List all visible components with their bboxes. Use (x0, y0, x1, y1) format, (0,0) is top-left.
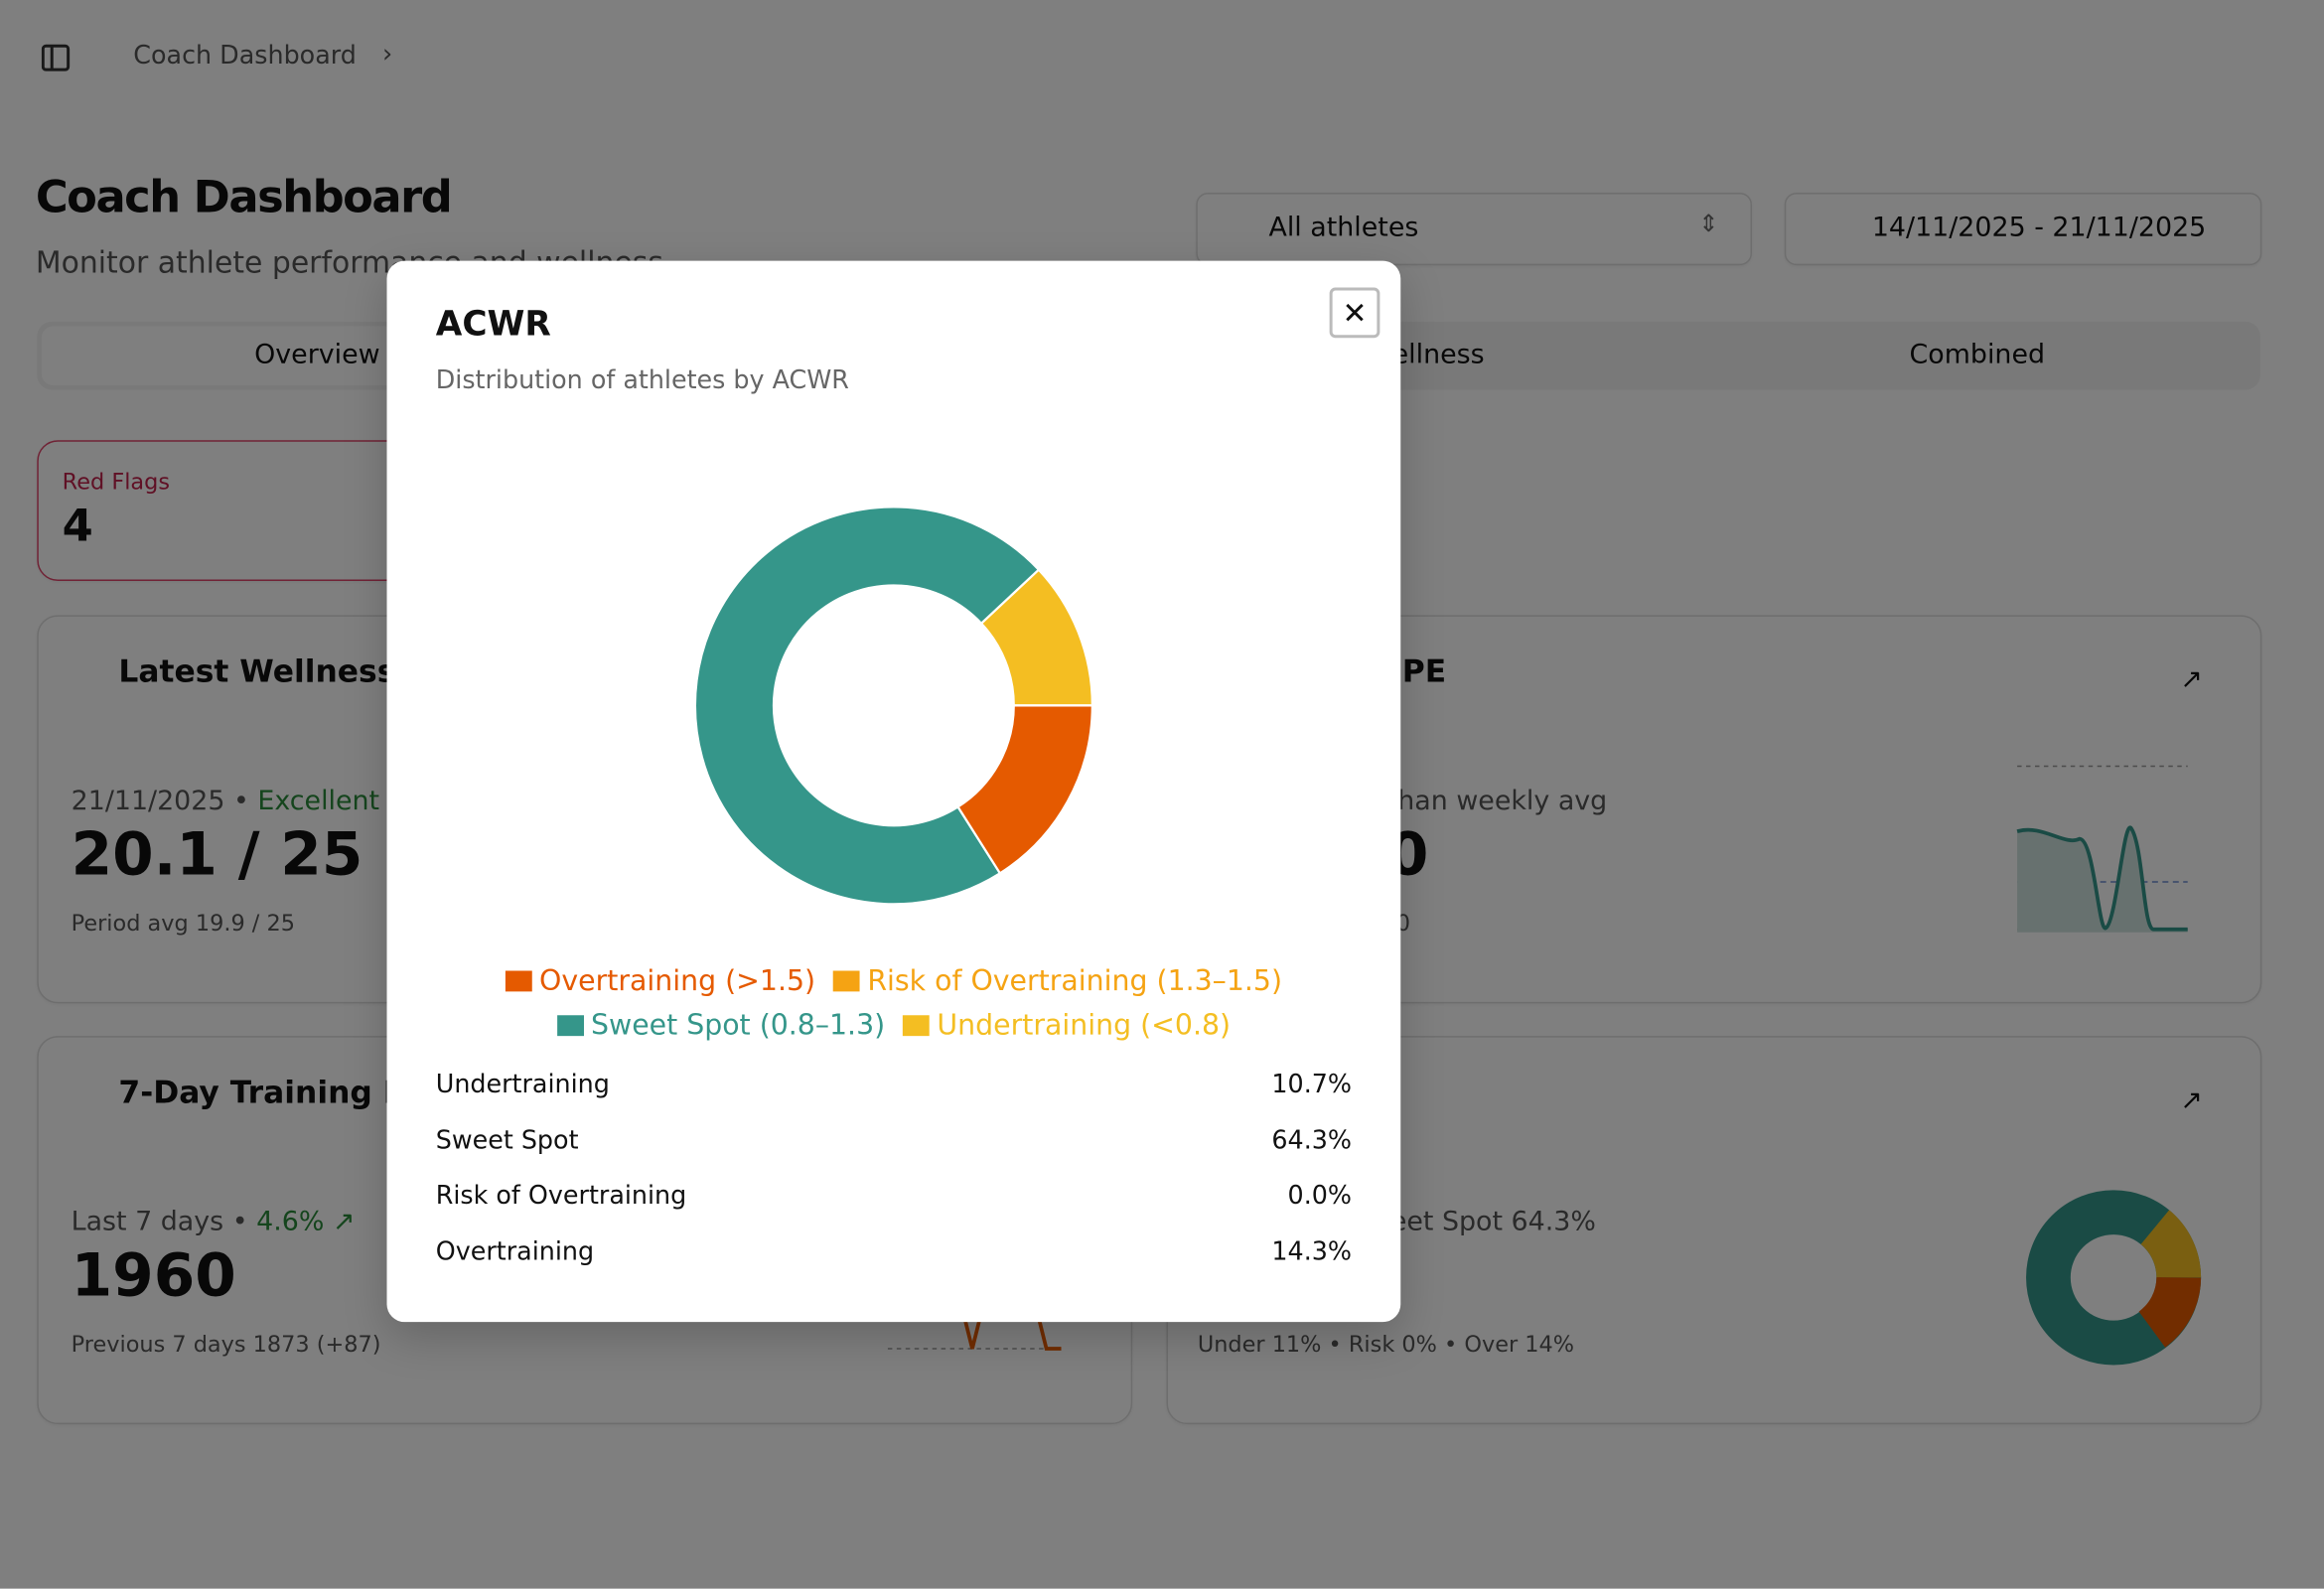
legend-label: Sweet Spot (0.8–1.3) (591, 1009, 886, 1043)
legend-label: Risk of Overtraining (1.3–1.5) (867, 964, 1283, 998)
row-label: Sweet Spot (435, 1125, 579, 1156)
legend-swatch (505, 970, 532, 992)
donut-segment (956, 704, 1093, 875)
legend: Overtraining (>1.5) Risk of Overtraining … (387, 964, 1401, 1042)
table-row: Overtraining 14.3% (436, 1236, 1352, 1266)
legend-label: Overtraining (>1.5) (539, 964, 816, 998)
row-value: 10.7% (1271, 1070, 1353, 1100)
row-label: Overtraining (435, 1236, 595, 1267)
legend-item: Undertraining (<0.8) (903, 1009, 1231, 1042)
modal-title: ACWR (435, 305, 551, 345)
legend-item: Risk of Overtraining (1.3–1.5) (833, 964, 1283, 998)
modal: ACWR Distribution of athletes by ACWR ✕ … (386, 260, 1401, 1323)
table-row: Undertraining 10.7% (436, 1070, 1352, 1099)
legend-row: Sweet Spot (0.8–1.3) Undertraining (<0.8) (387, 1009, 1401, 1042)
close-button[interactable]: ✕ (1329, 287, 1380, 339)
legend-swatch (556, 1015, 584, 1037)
row-label: Undertraining (435, 1070, 610, 1100)
legend-item: Overtraining (>1.5) (505, 964, 816, 998)
legend-swatch (833, 970, 860, 992)
row-label: Risk of Overtraining (435, 1181, 687, 1212)
legend-label: Undertraining (<0.8) (937, 1009, 1232, 1043)
row-value: 0.0% (1287, 1181, 1353, 1212)
legend-item: Sweet Spot (0.8–1.3) (556, 1009, 886, 1043)
row-value: 14.3% (1271, 1236, 1353, 1267)
donut-segment (693, 506, 1041, 906)
donut-chart (693, 506, 1093, 906)
modal-subtitle: Distribution of athletes by ACWR (435, 365, 849, 396)
row-value: 64.3% (1271, 1125, 1353, 1156)
legend-row: Overtraining (>1.5) Risk of Overtraining … (387, 964, 1401, 998)
table-row: Sweet Spot 64.3% (436, 1125, 1352, 1155)
legend-swatch (903, 1015, 930, 1037)
table-row: Risk of Overtraining 0.0% (436, 1181, 1352, 1211)
